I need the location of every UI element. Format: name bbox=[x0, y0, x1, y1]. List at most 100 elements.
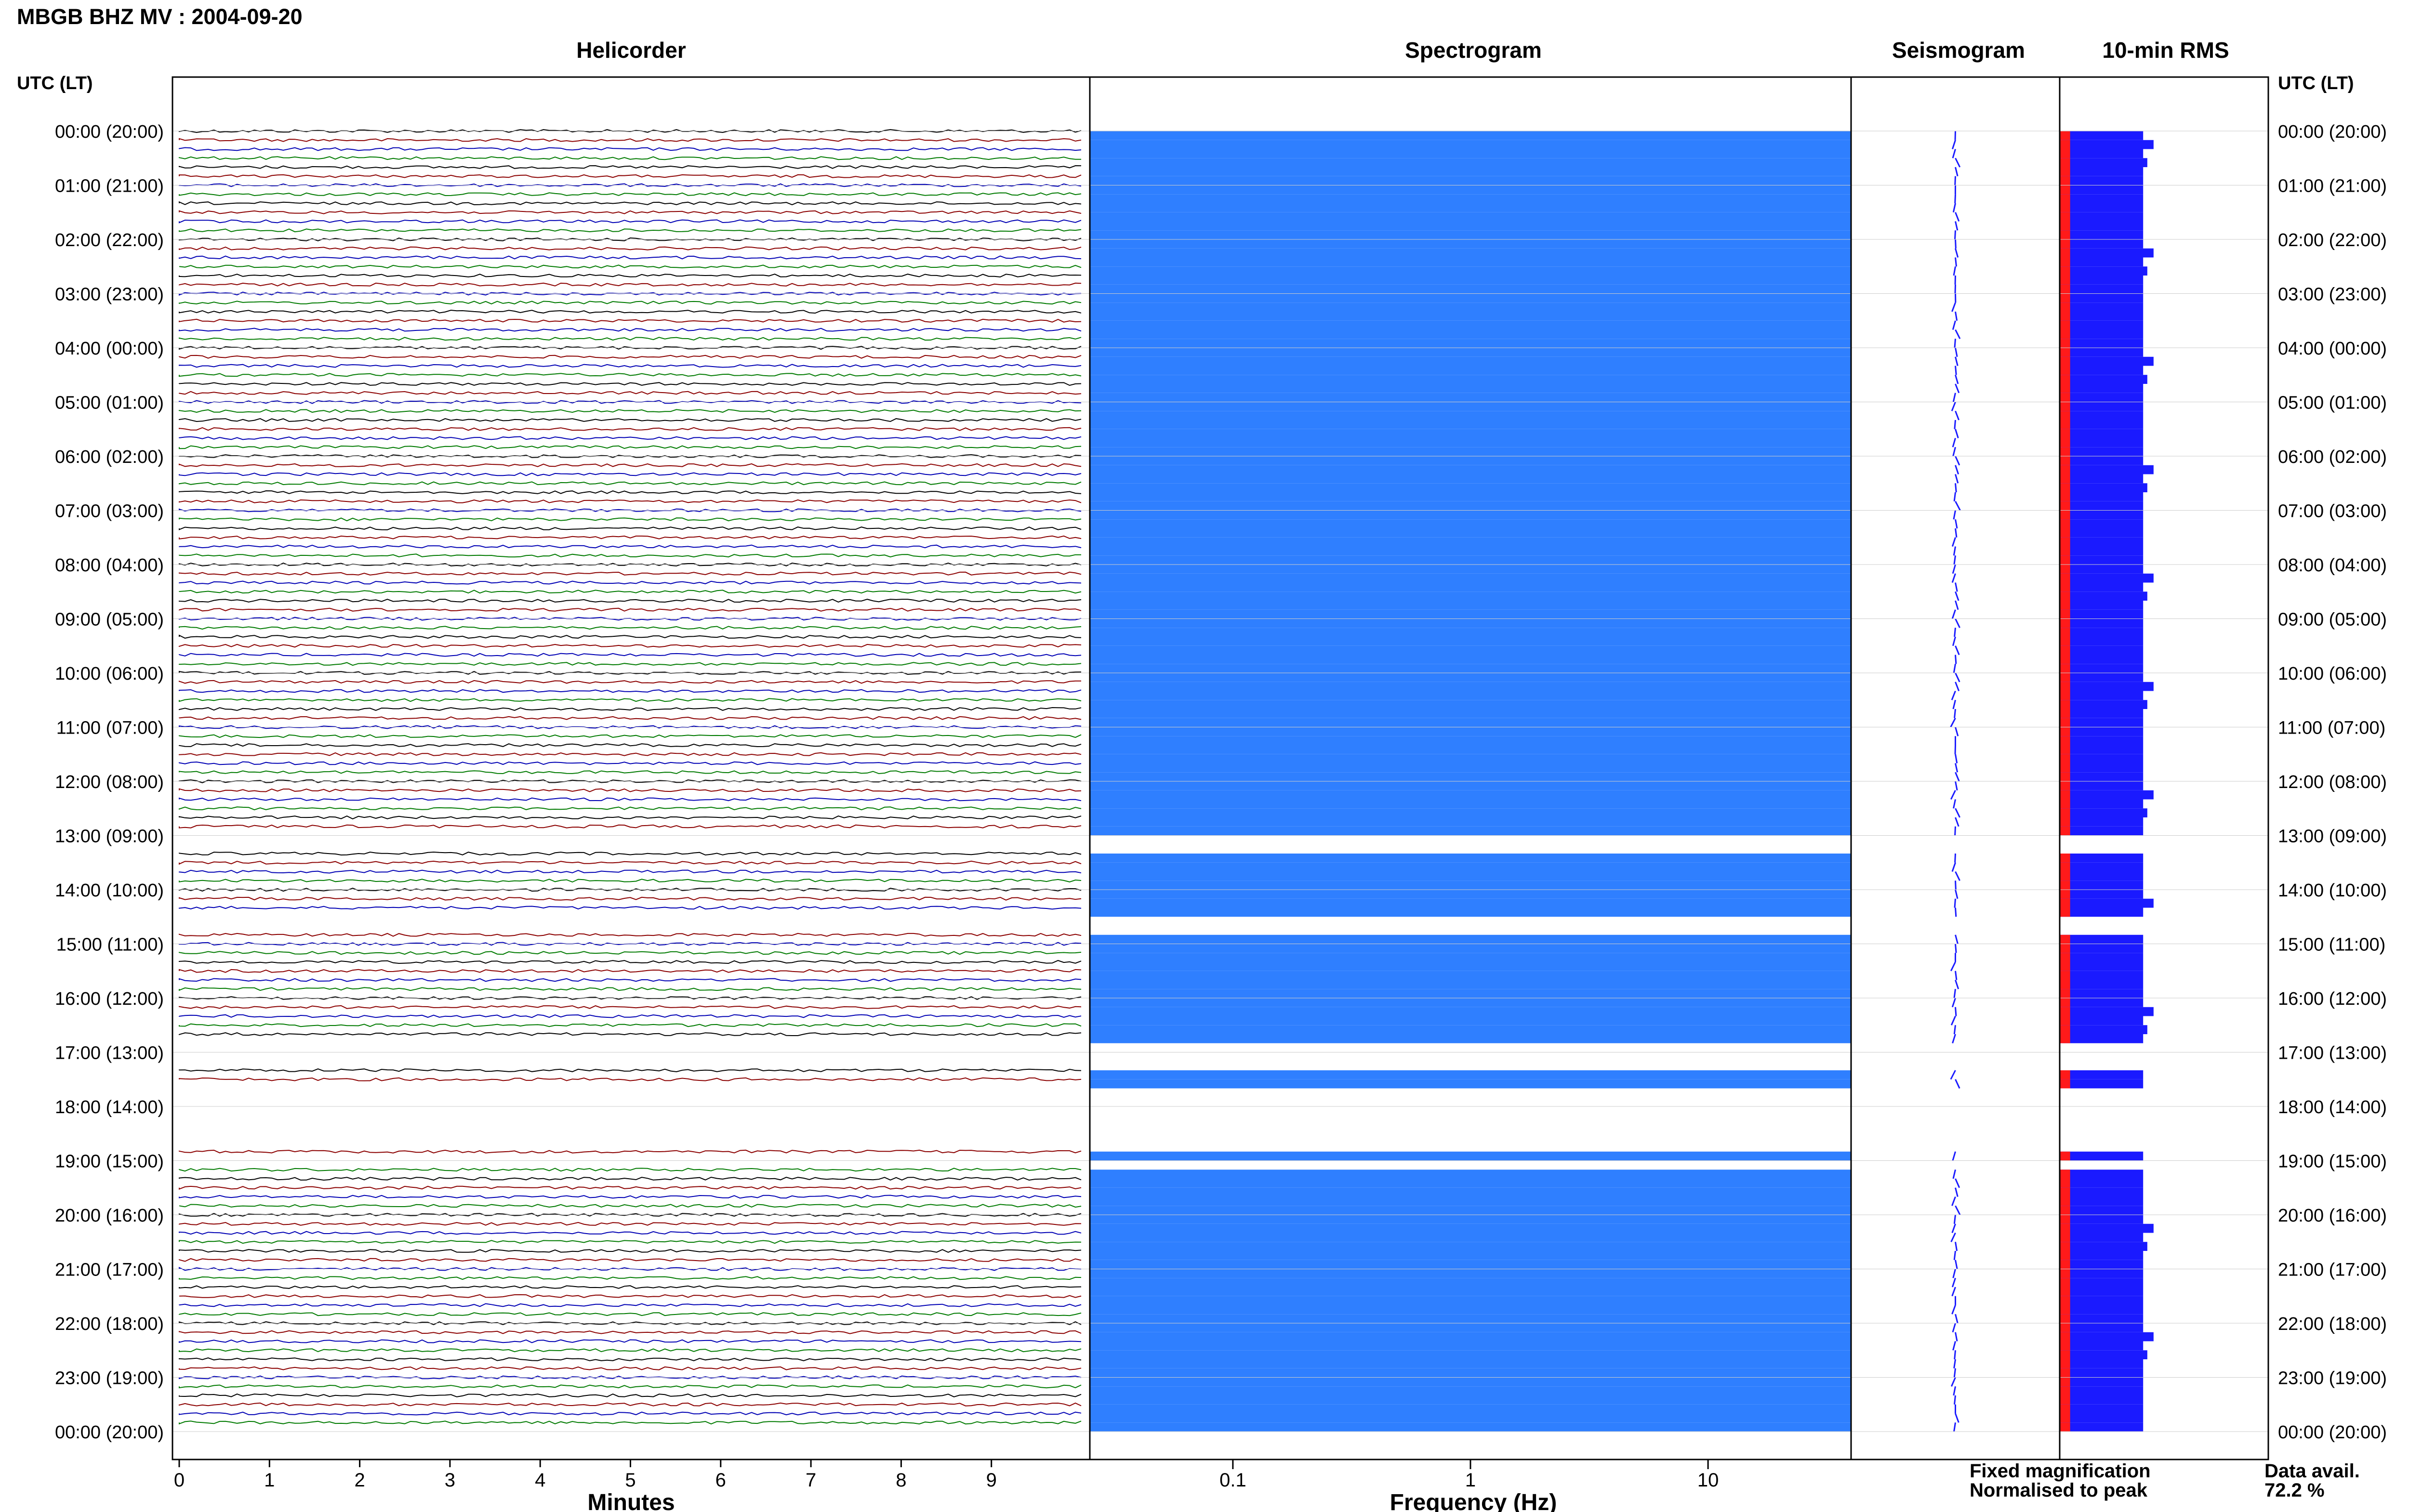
rms-bar-normalised bbox=[2060, 284, 2070, 294]
seismogram-segment bbox=[1951, 1277, 1956, 1288]
seismogram-segment bbox=[1955, 781, 1958, 791]
rms-bar-fixed bbox=[2060, 592, 2147, 601]
spectrogram-row bbox=[1090, 637, 1851, 646]
rms-bar-normalised bbox=[2060, 167, 2070, 176]
spectrogram-image bbox=[1090, 131, 1851, 1432]
helicorder-trace bbox=[179, 499, 1082, 503]
seismogram-segment bbox=[1955, 618, 1960, 628]
rms-bar-normalised bbox=[2060, 709, 2070, 718]
seismogram-segment bbox=[1953, 1422, 1956, 1432]
rms-bar-fixed bbox=[2060, 1215, 2144, 1224]
rms-bar-normalised bbox=[2060, 862, 2070, 872]
rms-bar-normalised bbox=[2060, 1187, 2070, 1197]
rms-bar-normalised bbox=[2060, 176, 2070, 185]
spectrogram-row bbox=[1090, 645, 1851, 655]
helicorder-title: Helicorder bbox=[576, 38, 686, 63]
spectrogram-row bbox=[1090, 1359, 1851, 1368]
spectrogram-row bbox=[1090, 167, 1851, 176]
helicorder-trace bbox=[179, 788, 1082, 792]
rms-bar-normalised bbox=[2060, 356, 2070, 366]
rms-bar-fixed bbox=[2060, 131, 2144, 140]
spectrogram-row bbox=[1090, 962, 1851, 971]
spectrogram-row bbox=[1090, 854, 1851, 863]
time-tick-left: 09:00 (05:00) bbox=[55, 610, 164, 630]
rms-bar-fixed bbox=[2060, 1025, 2147, 1034]
minute-tick-label: 4 bbox=[535, 1470, 545, 1491]
rms-bar-fixed bbox=[2060, 709, 2144, 718]
helicorder-trace bbox=[179, 147, 1082, 151]
helicorder-trace bbox=[179, 824, 1082, 828]
helicorder-trace bbox=[179, 174, 1082, 178]
helicorder-trace bbox=[179, 535, 1082, 539]
helicorder-trace bbox=[179, 1176, 1082, 1181]
helicorder-trace bbox=[179, 1077, 1082, 1081]
rms-bar-normalised bbox=[2060, 312, 2070, 321]
rms-bar-normalised bbox=[2060, 438, 2070, 447]
time-tick-right: 09:00 (05:00) bbox=[2278, 610, 2387, 630]
spectrogram-row bbox=[1090, 799, 1851, 809]
rms-bar-fixed bbox=[2060, 1179, 2144, 1188]
rms-bar-normalised bbox=[2060, 366, 2070, 375]
spectrogram-title: Spectrogram bbox=[1405, 38, 1542, 63]
helicorder-trace bbox=[179, 1312, 1082, 1316]
helicorder-trace bbox=[179, 246, 1082, 250]
seismogram-segment bbox=[1955, 980, 1959, 989]
time-tick-left: 00:00 (20:00) bbox=[55, 122, 164, 142]
spectrogram-row bbox=[1090, 429, 1851, 438]
data-availability-label: Data avail. bbox=[2264, 1460, 2360, 1482]
helicorder-trace bbox=[179, 156, 1081, 160]
time-tick-right: 22:00 (18:00) bbox=[2278, 1314, 2387, 1334]
rms-bar-normalised bbox=[2060, 149, 2070, 158]
helicorder-trace bbox=[179, 418, 1082, 422]
rms-bar-fixed bbox=[2060, 248, 2154, 258]
rms-bar-normalised bbox=[2060, 465, 2070, 474]
spectrogram-row bbox=[1090, 1350, 1851, 1359]
spectrogram-row bbox=[1090, 393, 1851, 402]
spectrogram-row bbox=[1090, 971, 1851, 980]
spectrogram-row bbox=[1090, 212, 1851, 222]
seismogram-segment bbox=[1955, 519, 1958, 529]
helicorder-trace bbox=[179, 201, 1082, 206]
spectrogram-row bbox=[1090, 1341, 1851, 1351]
rms-bar-normalised bbox=[2060, 772, 2070, 781]
time-tick-left: 14:00 (10:00) bbox=[55, 881, 164, 901]
spectrogram-row bbox=[1090, 565, 1851, 574]
helicorder-trace bbox=[179, 291, 1082, 296]
rms-bar-fixed bbox=[2060, 1233, 2144, 1242]
rms-bar-fixed bbox=[2060, 826, 2144, 836]
spectrogram-row bbox=[1090, 1368, 1851, 1378]
helicorder-trace bbox=[179, 1330, 1082, 1334]
helicorder-trace bbox=[179, 969, 1082, 973]
rms-bar-normalised bbox=[2060, 1332, 2070, 1341]
rms-bar-fixed bbox=[2060, 881, 2144, 890]
legend-normalised-to-peak: Normalised to peak bbox=[1970, 1480, 2148, 1501]
helicorder-trace bbox=[179, 707, 1082, 711]
time-tick-left: 13:00 (09:00) bbox=[55, 827, 164, 847]
rms-bar-fixed bbox=[2060, 989, 2144, 998]
rms-bar-fixed bbox=[2060, 618, 2144, 628]
rms-bar-normalised bbox=[2060, 1242, 2070, 1251]
rms-bar-fixed bbox=[2060, 339, 2144, 348]
rms-bar-normalised bbox=[2060, 1341, 2070, 1351]
helicorder-trace bbox=[179, 553, 1082, 558]
rms-bar-normalised bbox=[2060, 537, 2070, 547]
spectrogram-row bbox=[1090, 302, 1851, 312]
rms-bar-fixed bbox=[2060, 980, 2144, 989]
helicorder-trace bbox=[179, 1222, 1082, 1226]
helicorder-trace bbox=[179, 851, 1082, 856]
spectrogram-row bbox=[1090, 1287, 1851, 1296]
spectrogram-row bbox=[1090, 1034, 1851, 1043]
rms-bar-normalised bbox=[2060, 618, 2070, 628]
rms-bar-normalised bbox=[2060, 339, 2070, 348]
spectrogram-row bbox=[1090, 1242, 1851, 1251]
spectrogram-row bbox=[1090, 257, 1851, 267]
spectrogram-row bbox=[1090, 664, 1851, 673]
helicorder-trace bbox=[179, 1393, 1082, 1397]
rms-bar-normalised bbox=[2060, 592, 2070, 601]
rms-bar-normalised bbox=[2060, 1034, 2070, 1043]
helicorder-trace bbox=[179, 309, 1082, 314]
spectrogram-row bbox=[1090, 519, 1851, 528]
seismogram-trace bbox=[1950, 131, 1961, 1432]
rms-bar-normalised bbox=[2060, 302, 2070, 312]
seismogram-segment bbox=[1955, 456, 1960, 466]
